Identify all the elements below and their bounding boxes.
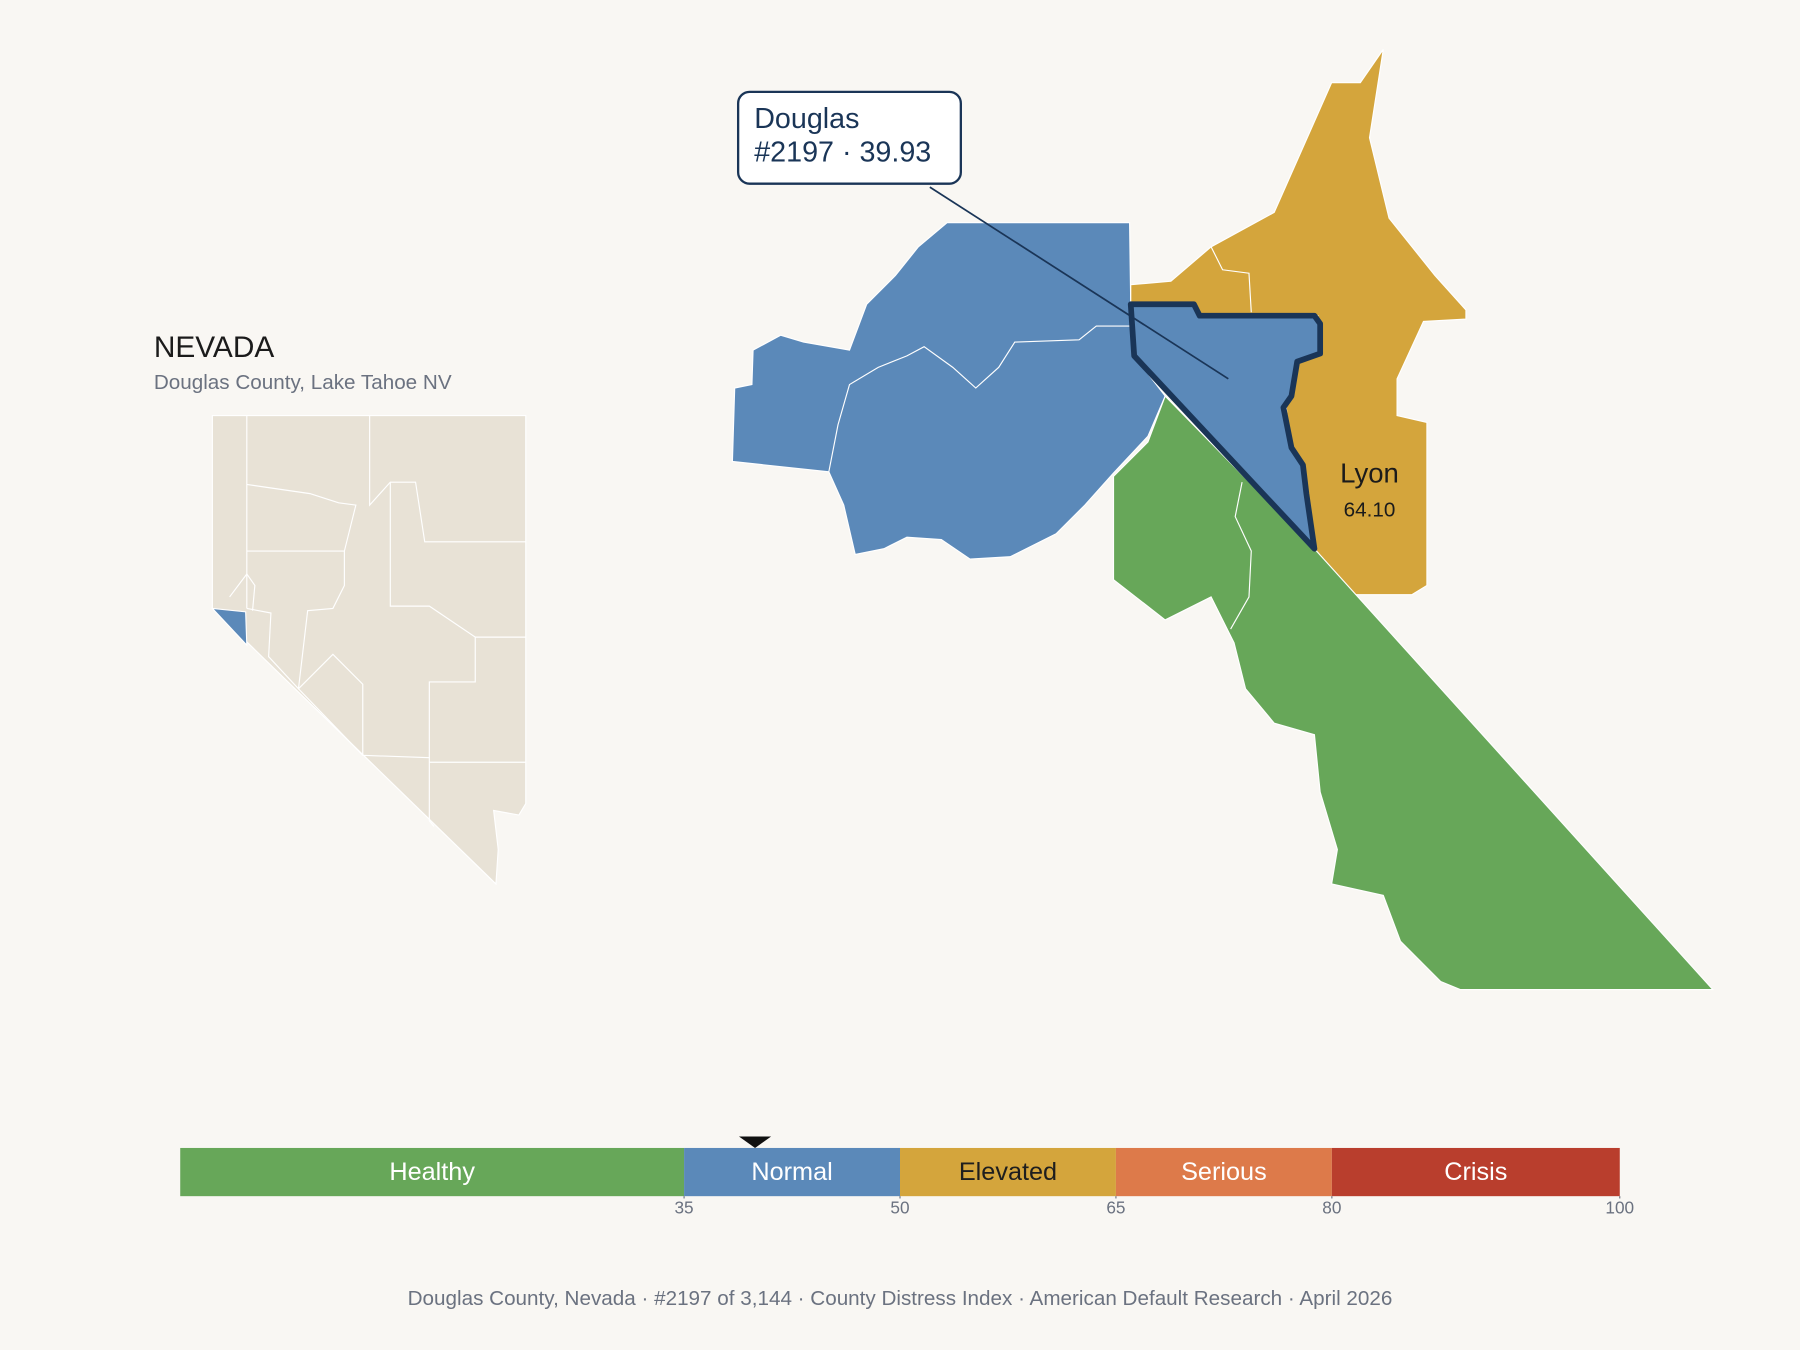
highlight-county: [210, 607, 248, 647]
state-inset: [210, 414, 527, 886]
county-lines: [828, 325, 1131, 472]
inset-title: NEVADA: [154, 331, 275, 364]
county-map: [731, 49, 1715, 991]
county-lines: [1230, 482, 1252, 630]
distress-scale: Healthy Normal Elevated Serious Crisis 35 50 65…: [180, 1136, 1634, 1217]
tick-label: 35: [674, 1197, 693, 1217]
callout-name: Douglas: [754, 103, 859, 135]
tick-label: 80: [1322, 1197, 1341, 1217]
tick-label: 50: [890, 1197, 909, 1217]
county-region: [731, 222, 1166, 560]
band-label: Healthy: [389, 1158, 475, 1186]
scale-band: [1115, 1147, 1332, 1197]
tick-label: 65: [1106, 1197, 1125, 1217]
band-label: Crisis: [1444, 1158, 1507, 1186]
scale-band: [1331, 1147, 1620, 1197]
county-lines: [369, 415, 526, 543]
neighbor-value: 64.10: [1344, 498, 1396, 521]
selected-county[interactable]: [1127, 301, 1324, 552]
tick-label: 100: [1605, 1197, 1634, 1217]
neighbor-name: Lyon: [1340, 458, 1399, 489]
callout-box: [736, 90, 962, 185]
county-region: [1112, 394, 1715, 991]
scale-band: [900, 1147, 1116, 1197]
state-shape: [211, 414, 527, 886]
band-label: Serious: [1181, 1158, 1267, 1186]
band-label: Elevated: [959, 1158, 1057, 1186]
callout-detail: #2197 · 39.93: [754, 136, 931, 168]
county-lines: [229, 573, 256, 611]
inset-subtitle: Douglas County, Lake Tahoe NV: [154, 371, 452, 394]
scale-band: [180, 1147, 685, 1197]
band-label: Normal: [751, 1158, 832, 1186]
scale-band: [684, 1147, 900, 1197]
footer: Douglas County, Nevada · #2197 of 3,144 …: [408, 1287, 1393, 1310]
county-lines: [246, 607, 364, 756]
leader-line: [929, 186, 1229, 380]
county-lines: [1210, 246, 1252, 313]
score-marker: [738, 1136, 772, 1148]
